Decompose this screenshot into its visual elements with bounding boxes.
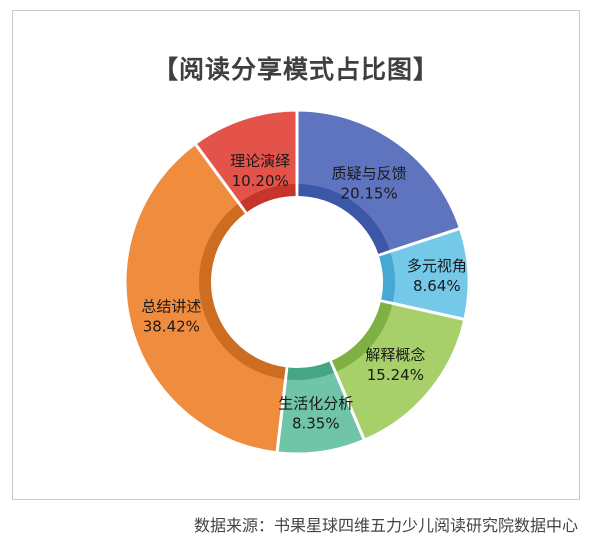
chart-title: 【阅读分享模式占比图】 bbox=[152, 55, 439, 84]
slice-shade-4 bbox=[287, 361, 334, 380]
slice-category-label: 多元视角 bbox=[407, 257, 467, 275]
donut-inner-shades bbox=[199, 184, 395, 380]
slice-shade-2 bbox=[379, 252, 395, 302]
slice-category-label: 生活化分析 bbox=[278, 395, 353, 413]
slice-shade-3 bbox=[331, 302, 393, 372]
slice-category-label: 解释概念 bbox=[365, 346, 425, 364]
slice-value-label: 15.24% bbox=[367, 366, 424, 384]
slice-value-label: 38.42% bbox=[143, 317, 200, 335]
slice-shade-1 bbox=[298, 184, 390, 254]
slice-value-label: 10.20% bbox=[232, 172, 289, 190]
slice-category-label: 总结讲述 bbox=[141, 297, 201, 315]
slice-category-label: 质疑与反馈 bbox=[332, 164, 407, 182]
slice-value-label: 8.35% bbox=[292, 415, 340, 433]
slice-value-label: 8.64% bbox=[413, 277, 461, 295]
slice-1 bbox=[295, 108, 463, 258]
slice-labels: 质疑与反馈 20.15% 多元视角 8.64% 解释概念 15.24% 生活化分析 8.35%… bbox=[141, 152, 467, 433]
slice-value-label: 20.15% bbox=[341, 184, 398, 202]
data-source-note: 数据来源：书果星球四维五力少儿阅读研究院数据中心 bbox=[193, 516, 578, 535]
slice-category-label: 理论演绎 bbox=[230, 152, 290, 170]
slice-shade-6 bbox=[240, 184, 296, 212]
slice-shade-5 bbox=[199, 203, 286, 380]
